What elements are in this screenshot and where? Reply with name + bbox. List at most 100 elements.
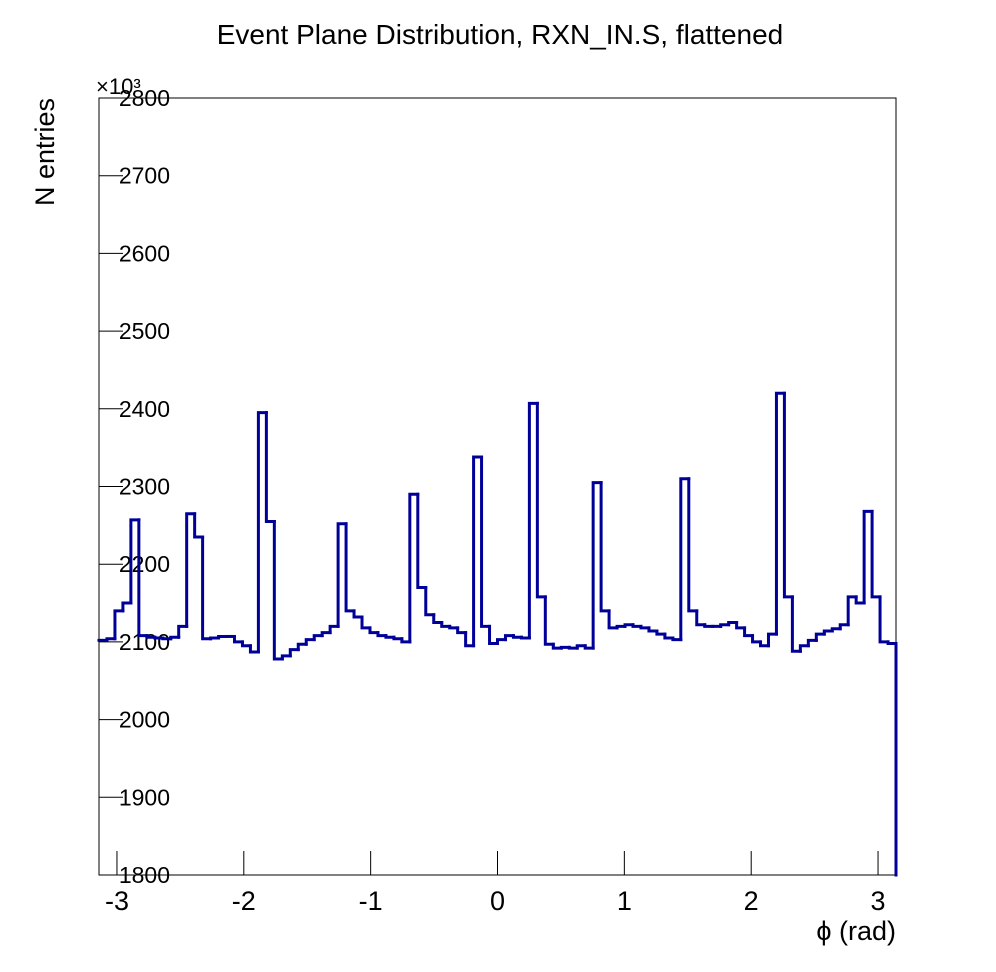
histogram-bin xyxy=(511,634,523,639)
histogram-bin xyxy=(790,595,802,653)
y-tick-label: 2500 xyxy=(119,318,170,344)
histogram-bin xyxy=(432,613,444,624)
histogram-bin xyxy=(782,391,794,599)
histogram-bin xyxy=(679,477,691,642)
x-tick-label: -3 xyxy=(105,886,129,916)
histogram-bin xyxy=(416,492,428,590)
histogram-bin xyxy=(862,509,874,605)
y-tick-label: 2700 xyxy=(119,163,170,189)
histogram-bin xyxy=(240,640,252,648)
histogram-bin xyxy=(814,632,826,642)
histogram-bin xyxy=(145,634,157,639)
histogram-bin xyxy=(703,623,715,628)
histogram-bin xyxy=(256,411,268,654)
histogram-bin xyxy=(264,411,276,523)
histogram-bin xyxy=(280,654,292,661)
histogram-bin xyxy=(727,620,739,627)
histogram-bin xyxy=(535,401,547,599)
histogram-bin xyxy=(583,644,595,650)
histogram-bin xyxy=(129,518,141,605)
histogram-bin xyxy=(209,636,221,641)
histogram-bin xyxy=(719,623,731,628)
histogram-bin xyxy=(232,634,244,644)
histogram-bin xyxy=(121,601,133,613)
histogram-bin xyxy=(368,626,380,635)
histogram-bin xyxy=(113,609,125,641)
chart-title: Event Plane Distribution, RXN_IN.S, flat… xyxy=(217,19,784,50)
histogram-bin xyxy=(344,522,356,613)
histogram-bin xyxy=(169,635,181,641)
histogram-bin xyxy=(480,455,492,628)
histogram-bin xyxy=(272,519,284,661)
histogram-bin xyxy=(639,624,651,630)
histogram-bin xyxy=(615,624,627,630)
histogram-bin xyxy=(878,595,890,644)
y-tick-label: 2400 xyxy=(119,396,170,422)
histogram-bin xyxy=(798,644,810,653)
histogram-bin xyxy=(360,615,372,630)
histogram-bin xyxy=(193,512,205,539)
histogram-bin xyxy=(472,455,484,648)
histogram-bin xyxy=(352,609,364,619)
histogram-bin xyxy=(647,626,659,633)
histogram-bin xyxy=(766,632,778,648)
histogram-bin xyxy=(392,635,404,641)
histogram-bin xyxy=(631,623,643,628)
histogram-bin xyxy=(838,623,850,631)
x-tick-label: 3 xyxy=(871,886,886,916)
histogram-bin xyxy=(886,640,898,877)
histogram-bin xyxy=(328,624,340,635)
histogram-bin xyxy=(153,635,165,640)
histogram-bin xyxy=(288,648,300,658)
x-axis-title: ϕ (rad) xyxy=(816,916,896,946)
histogram-bin xyxy=(296,642,308,652)
histogram-bin xyxy=(201,535,213,641)
histogram-bin xyxy=(400,637,412,644)
histogram-bin xyxy=(185,512,197,628)
histogram-bin xyxy=(384,634,396,639)
histogram-bin xyxy=(376,631,388,638)
histogram-bin xyxy=(408,492,420,644)
histogram-bin xyxy=(751,634,763,644)
histogram-bin xyxy=(759,640,770,648)
histogram-bin xyxy=(687,477,699,613)
histogram-bin xyxy=(503,634,515,642)
histogram-bin xyxy=(248,644,260,654)
histogram-bin xyxy=(663,632,675,640)
histogram-bin xyxy=(527,401,539,640)
histogram-bin xyxy=(774,391,786,636)
histogram-bin xyxy=(591,481,603,650)
histogram-bin xyxy=(336,522,348,628)
histogram-bin xyxy=(177,624,189,639)
histogram-bin xyxy=(543,595,555,646)
histogram-bin xyxy=(496,638,507,645)
histogram-bin xyxy=(448,624,460,630)
histogram-bin xyxy=(320,631,332,638)
x-tick-label: 2 xyxy=(744,886,759,916)
histogram-bin xyxy=(440,620,452,628)
histogram-bin xyxy=(599,481,611,613)
y-multiplier: ×10³ xyxy=(96,74,141,99)
histogram-bin xyxy=(607,609,619,630)
x-tick-label: -1 xyxy=(359,886,383,916)
histogram-bin xyxy=(671,636,683,642)
histogram-bin xyxy=(806,638,818,648)
x-tick-label: 0 xyxy=(490,886,505,916)
histogram-bin xyxy=(567,645,579,650)
histogram-bin xyxy=(830,627,842,633)
histogram-bin xyxy=(424,586,436,617)
y-tick-label: 2000 xyxy=(119,707,170,733)
y-tick-label: 2800 xyxy=(119,85,170,111)
histogram-bin xyxy=(551,642,563,650)
y-tick-label: 2200 xyxy=(119,551,170,577)
y-tick-label: 1800 xyxy=(119,862,170,888)
y-tick-label: 1900 xyxy=(119,784,170,810)
histogram-bin xyxy=(519,635,531,640)
histogram-bin xyxy=(846,595,858,627)
histogram-bin xyxy=(456,626,468,635)
histogram-bin xyxy=(735,620,747,630)
y-tick-label: 2100 xyxy=(119,629,170,655)
histogram-bin xyxy=(105,637,117,642)
y-tick-label: 2300 xyxy=(119,474,170,500)
